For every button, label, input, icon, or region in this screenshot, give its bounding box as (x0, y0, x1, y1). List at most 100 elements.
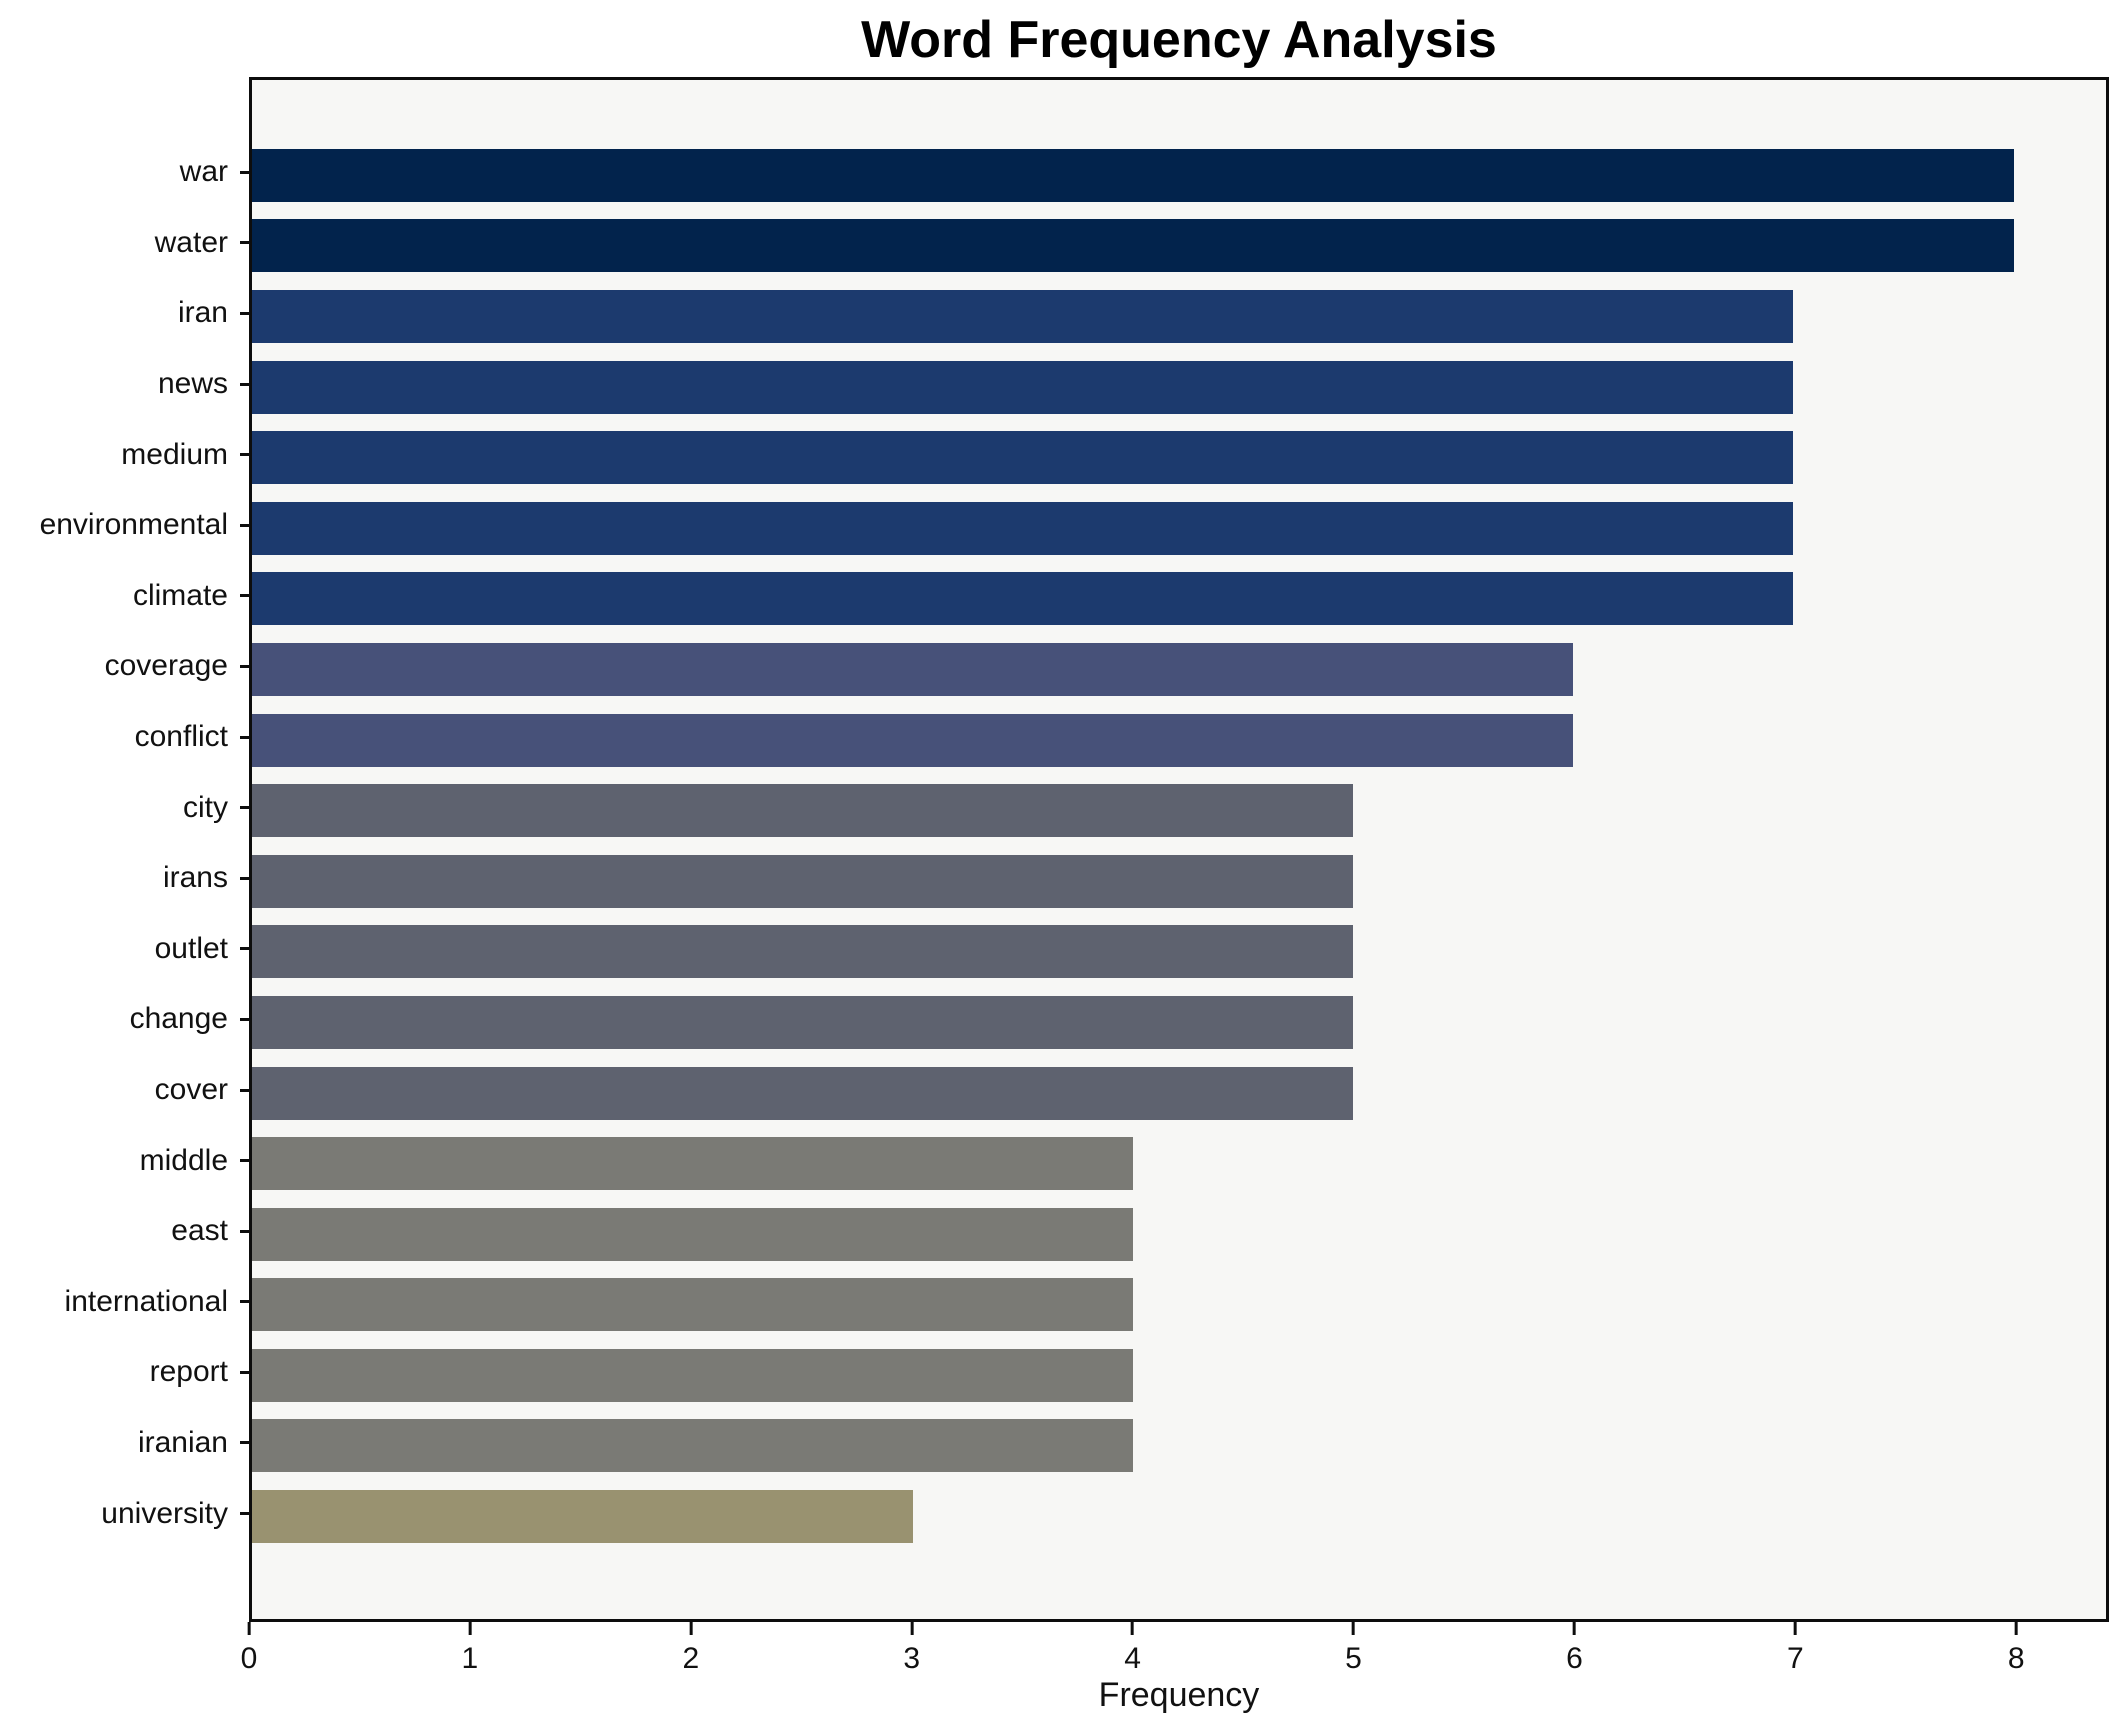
y-tick-mark (240, 241, 249, 245)
y-label-row: city (0, 772, 249, 843)
x-tick-1: 1 (461, 1622, 479, 1676)
bar-university (252, 1490, 913, 1544)
y-tick-mark (240, 170, 249, 174)
y-tick-mark (240, 1370, 249, 1374)
y-label-row: irans (0, 843, 249, 914)
y-tick-label: report (149, 1355, 228, 1389)
x-tick-3: 3 (903, 1622, 920, 1676)
y-tick-mark (240, 1159, 249, 1163)
y-label-row: environmental (0, 490, 249, 561)
x-tick-mark (1131, 1622, 1135, 1635)
bar-cover (252, 1066, 1353, 1120)
y-tick-label: iranian (137, 1425, 228, 1459)
y-tick-label: iran (177, 296, 228, 330)
y-label-row: iranian (0, 1408, 249, 1479)
y-label-row: university (0, 1478, 249, 1549)
y-tick-mark (240, 947, 249, 951)
y-label-row: coverage (0, 631, 249, 702)
x-tick-6: 6 (1566, 1622, 1583, 1676)
y-tick-mark (240, 664, 249, 668)
x-tick-mark (247, 1622, 251, 1635)
bar-row (252, 1411, 2106, 1482)
y-label-row: middle (0, 1125, 249, 1196)
bar-row (252, 352, 2106, 423)
x-axis-title: Frequency (1098, 1676, 1260, 1714)
bar-environmental (252, 501, 1794, 555)
y-tick-label: medium (121, 437, 228, 471)
y-tick-mark (240, 1229, 249, 1233)
y-tick-mark (240, 876, 249, 880)
bar-row (252, 705, 2106, 776)
bar-coverage (252, 642, 1574, 696)
y-tick-label: climate (132, 578, 228, 612)
bar-iranian (252, 1419, 1133, 1473)
bar-news (252, 360, 1794, 414)
y-label-row: water (0, 208, 249, 279)
bar-city (252, 784, 1353, 838)
bar-row (252, 1481, 2106, 1552)
bar-row (252, 1058, 2106, 1129)
y-label-row: war (0, 137, 249, 208)
y-tick-label: news (157, 367, 228, 401)
y-tick-mark (240, 382, 249, 386)
y-tick-label: university (101, 1496, 228, 1530)
y-tick-mark (240, 1512, 249, 1516)
bar-medium (252, 431, 1794, 485)
y-tick-label: change (129, 1002, 228, 1036)
x-tick-value: 4 (1124, 1642, 1141, 1675)
x-tick-mark (468, 1622, 472, 1635)
y-tick-mark (240, 1017, 249, 1021)
y-tick-label: cover (154, 1073, 228, 1107)
bar-row (252, 281, 2106, 352)
y-tick-mark (240, 1441, 249, 1445)
y-tick-mark (240, 594, 249, 598)
y-label-row: iran (0, 278, 249, 349)
x-tick-2: 2 (682, 1622, 699, 1676)
y-axis-labels: war water iran news medium environmental clima… (0, 77, 249, 1622)
bar-row (252, 1128, 2106, 1199)
y-label-row: international (0, 1267, 249, 1338)
x-tick-0: 0 (241, 1622, 257, 1676)
x-tick-5: 5 (1345, 1622, 1362, 1676)
y-label-row: medium (0, 419, 249, 490)
bar-row (252, 775, 2106, 846)
bar-outlet (252, 925, 1353, 979)
y-label-row: change (0, 984, 249, 1055)
bar-change (252, 995, 1353, 1049)
bar-water (252, 219, 2014, 273)
y-tick-mark (240, 1088, 249, 1092)
y-tick-label: city (183, 790, 228, 824)
x-tick-value: 6 (1566, 1642, 1583, 1675)
x-tick-4: 4 (1124, 1622, 1141, 1676)
y-tick-label: conflict (134, 720, 228, 754)
y-label-row: cover (0, 1055, 249, 1126)
y-tick-label: water (154, 225, 228, 259)
y-tick-label: irans (162, 861, 228, 895)
y-tick-label: coverage (104, 649, 228, 683)
x-tick-value: 2 (682, 1642, 700, 1675)
bar-row (252, 1199, 2106, 1270)
plot-area (249, 77, 2109, 1622)
y-label-row: report (0, 1337, 249, 1408)
x-tick-value: 8 (2007, 1642, 2025, 1675)
x-tick-value: 1 (461, 1642, 479, 1675)
y-tick-label: east (171, 1214, 228, 1248)
x-axis: 0 1 2 3 4 5 6 7 8 (241, 1622, 2109, 1722)
bar-rows (252, 80, 2106, 1552)
x-tick-mark (1572, 1622, 1576, 1635)
bar-row (252, 564, 2106, 635)
bar-row (252, 987, 2106, 1058)
y-label-row: outlet (0, 914, 249, 985)
bar-east (252, 1207, 1133, 1261)
bar-conflict (252, 713, 1574, 767)
bar-row (252, 493, 2106, 564)
chart-title: Word Frequency Analysis (861, 11, 1497, 69)
y-label-row: conflict (0, 702, 249, 773)
y-tick-label: middle (139, 1143, 228, 1177)
x-tick-8: 8 (2008, 1622, 2025, 1676)
y-label-row: climate (0, 561, 249, 632)
y-tick-mark (240, 1300, 249, 1304)
y-tick-mark (240, 453, 249, 457)
bar-climate (252, 572, 1794, 626)
